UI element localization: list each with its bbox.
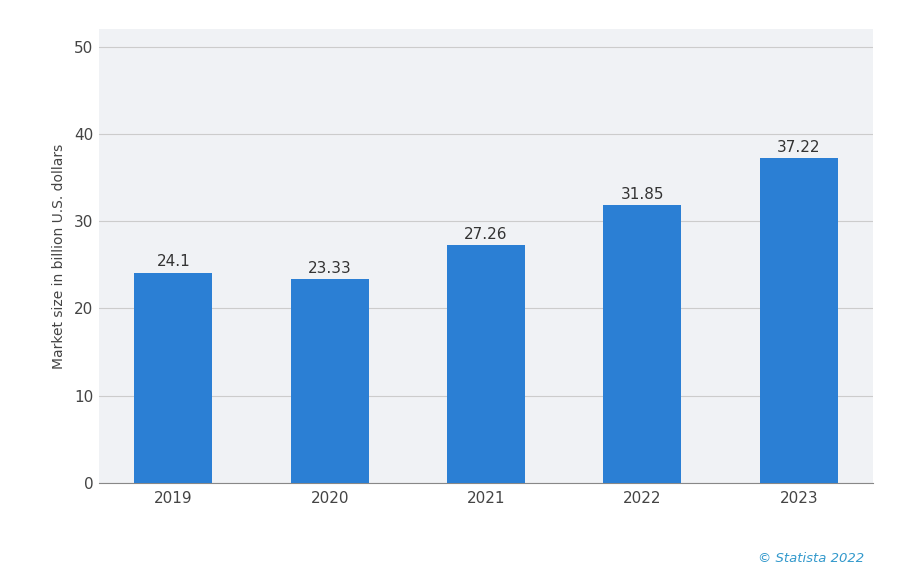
- Bar: [291, 279, 369, 483]
- Text: 31.85: 31.85: [621, 186, 664, 201]
- Bar: [134, 272, 212, 483]
- Text: 37.22: 37.22: [777, 140, 821, 155]
- Text: 23.33: 23.33: [308, 261, 352, 276]
- Text: © Statista 2022: © Statista 2022: [758, 552, 864, 565]
- Bar: [760, 158, 838, 483]
- Bar: [447, 245, 525, 483]
- Y-axis label: Market size in billion U.S. dollars: Market size in billion U.S. dollars: [51, 143, 66, 369]
- Text: 27.26: 27.26: [464, 226, 508, 242]
- Bar: [603, 205, 681, 483]
- Text: 24.1: 24.1: [157, 254, 190, 269]
